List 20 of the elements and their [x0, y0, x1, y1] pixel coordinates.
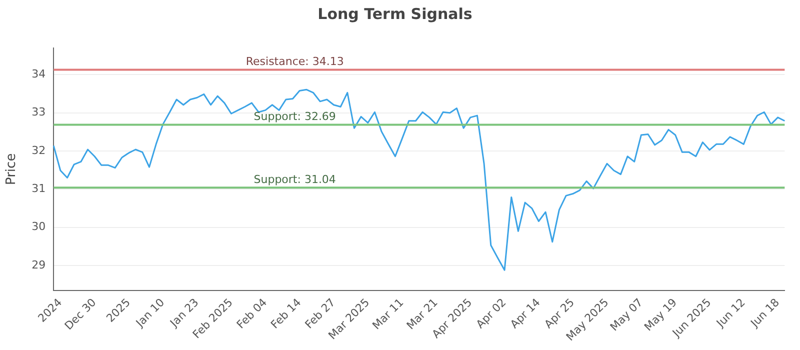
ref-line-label: Support: 31.04: [254, 173, 336, 186]
x-tick-label: Apr 02: [474, 296, 509, 331]
y-tick-label: 29: [32, 258, 46, 272]
chart-title: Long Term Signals: [318, 4, 472, 23]
x-tick-label: Jan 10: [132, 296, 168, 330]
x-tick-label: Feb 14: [268, 296, 304, 332]
y-axis-title: Price: [4, 153, 20, 186]
x-tick-label: Jun 12: [713, 296, 748, 330]
y-tick-label: 32: [32, 144, 46, 157]
x-tick-label: Feb 04: [234, 296, 270, 332]
y-tick-label: 31: [32, 182, 46, 196]
x-tick-label: Mar 11: [370, 296, 406, 332]
x-tick-label: Jun 18: [748, 296, 782, 330]
ref-line-label: Support: 32.69: [254, 110, 336, 124]
x-tick-label: Dec 30: [62, 296, 99, 333]
y-tick-label: 34: [32, 68, 46, 81]
x-tick-label: Apr 14: [508, 296, 543, 331]
y-tick-label: 33: [32, 106, 46, 119]
y-tick-label: 30: [32, 220, 46, 234]
ref-line-label: Resistance: 34.13: [246, 55, 344, 68]
